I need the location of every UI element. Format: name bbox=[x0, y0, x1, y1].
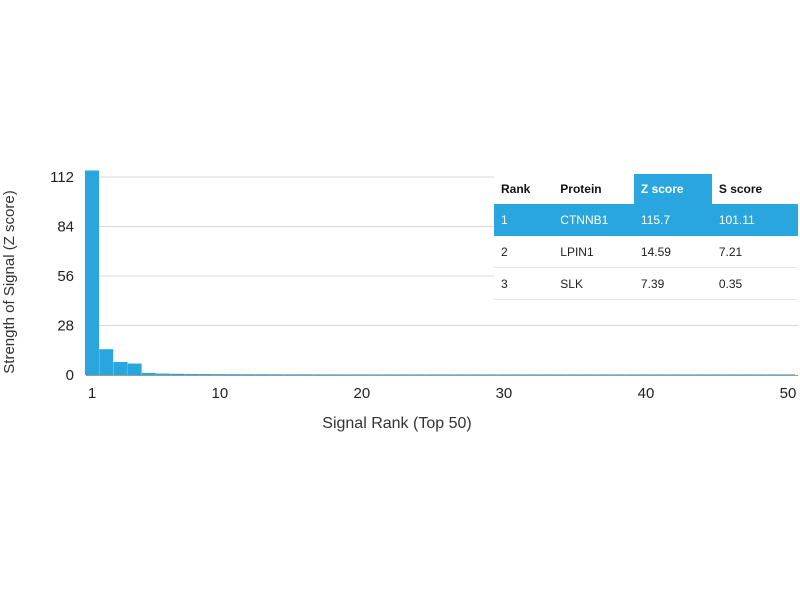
bar-rank-46 bbox=[724, 374, 739, 375]
table-row: 1 CTNNB1 115.7 101.11 bbox=[494, 204, 798, 236]
bar-rank-31 bbox=[511, 374, 526, 375]
bar-rank-12 bbox=[241, 374, 256, 375]
bar-rank-20 bbox=[354, 374, 369, 375]
bar-rank-33 bbox=[539, 374, 554, 375]
results-table: Rank Protein Z score S score 1 CTNNB1 11… bbox=[494, 174, 798, 300]
header-s-score: S score bbox=[718, 182, 763, 196]
bar-rank-13 bbox=[255, 374, 270, 375]
cell-z-score: 115.7 bbox=[633, 204, 712, 236]
bar-rank-44 bbox=[695, 374, 710, 375]
y-tick-label: 84 bbox=[57, 219, 74, 236]
bar-rank-38 bbox=[610, 374, 625, 375]
cell-s-score: 7.21 bbox=[711, 235, 798, 268]
cell-protein: LPIN1 bbox=[553, 235, 634, 268]
y-tick-label: 0 bbox=[66, 367, 74, 384]
bar-rank-26 bbox=[440, 374, 455, 375]
x-tick-labels: 1 10 20 30 40 50 bbox=[88, 385, 797, 402]
bar-rank-8 bbox=[184, 373, 199, 375]
cell-s-score: 101.11 bbox=[711, 204, 798, 236]
bar-rank-4 bbox=[127, 363, 142, 375]
bar-rank-6 bbox=[156, 373, 171, 375]
x-tick-label: 10 bbox=[211, 385, 228, 402]
cell-s-score: 0.35 bbox=[711, 267, 798, 300]
bar-rank-17 bbox=[312, 374, 327, 375]
bar-rank-28 bbox=[468, 374, 483, 375]
bar-rank-7 bbox=[170, 373, 185, 375]
bar-rank-39 bbox=[624, 374, 639, 375]
bar-rank-2 bbox=[99, 349, 114, 375]
bars bbox=[85, 170, 795, 375]
x-tick-label: 1 bbox=[88, 385, 96, 402]
bar-rank-34 bbox=[553, 374, 568, 375]
bar-rank-47 bbox=[738, 374, 753, 375]
bar-rank-14 bbox=[269, 374, 284, 375]
table-header-row: Rank Protein Z score S score bbox=[494, 174, 798, 204]
bar-rank-16 bbox=[298, 374, 313, 375]
bar-rank-11 bbox=[227, 374, 242, 375]
y-tick-label: 56 bbox=[57, 268, 74, 285]
bar-rank-9 bbox=[198, 374, 213, 375]
cell-z-score: 7.39 bbox=[633, 267, 712, 300]
header-protein: Protein bbox=[560, 182, 602, 196]
bar-rank-10 bbox=[212, 374, 227, 375]
bar-rank-35 bbox=[567, 374, 582, 375]
bar-rank-19 bbox=[340, 374, 355, 375]
y-tick-label: 112 bbox=[50, 169, 74, 186]
bar-rank-43 bbox=[681, 374, 696, 375]
bar-rank-27 bbox=[454, 374, 469, 375]
cell-protein: CTNNB1 bbox=[553, 204, 634, 236]
table-row: 2 LPIN1 14.59 7.21 bbox=[494, 235, 798, 268]
x-tick-label: 50 bbox=[780, 385, 797, 402]
bar-rank-45 bbox=[709, 374, 724, 375]
bar-rank-48 bbox=[752, 374, 767, 375]
bar-rank-42 bbox=[667, 374, 682, 375]
bar-rank-30 bbox=[496, 374, 511, 375]
cell-protein: SLK bbox=[553, 267, 634, 300]
x-tick-label: 30 bbox=[496, 385, 513, 402]
cell-rank: 2 bbox=[494, 235, 554, 268]
header-rank: Rank bbox=[501, 182, 531, 196]
y-tick-label: 28 bbox=[57, 318, 74, 335]
bar-rank-40 bbox=[638, 374, 653, 375]
bar-rank-23 bbox=[397, 374, 412, 375]
x-tick-label: 40 bbox=[638, 385, 655, 402]
cell-rank: 3 bbox=[494, 267, 554, 300]
cell-z-score: 14.59 bbox=[633, 235, 712, 268]
bar-rank-41 bbox=[653, 374, 668, 375]
bar-rank-22 bbox=[383, 374, 398, 375]
bar-rank-25 bbox=[425, 374, 440, 375]
table-row: 3 SLK 7.39 0.35 bbox=[494, 267, 798, 300]
bar-rank-5 bbox=[141, 372, 156, 375]
bar-rank-36 bbox=[582, 374, 597, 375]
bar-rank-29 bbox=[482, 374, 497, 375]
bar-rank-15 bbox=[283, 374, 298, 375]
bar-rank-1 bbox=[85, 170, 99, 375]
bar-rank-3 bbox=[113, 361, 128, 375]
bar-rank-18 bbox=[326, 374, 341, 375]
bar-rank-21 bbox=[369, 374, 384, 375]
header-z-score: Z score bbox=[633, 174, 712, 204]
x-tick-label: 20 bbox=[354, 385, 371, 402]
cell-rank: 1 bbox=[494, 204, 554, 236]
x-axis-label: Signal Rank (Top 50) bbox=[322, 415, 471, 432]
bar-rank-49 bbox=[766, 374, 781, 375]
bar-rank-50 bbox=[781, 374, 795, 375]
bar-rank-37 bbox=[596, 374, 611, 375]
y-tick-labels: 0 28 56 84 112 bbox=[50, 169, 74, 384]
y-axis-label: Strength of Signal (Z score) bbox=[1, 190, 18, 373]
bar-rank-24 bbox=[411, 374, 426, 375]
bar-rank-32 bbox=[525, 374, 540, 375]
